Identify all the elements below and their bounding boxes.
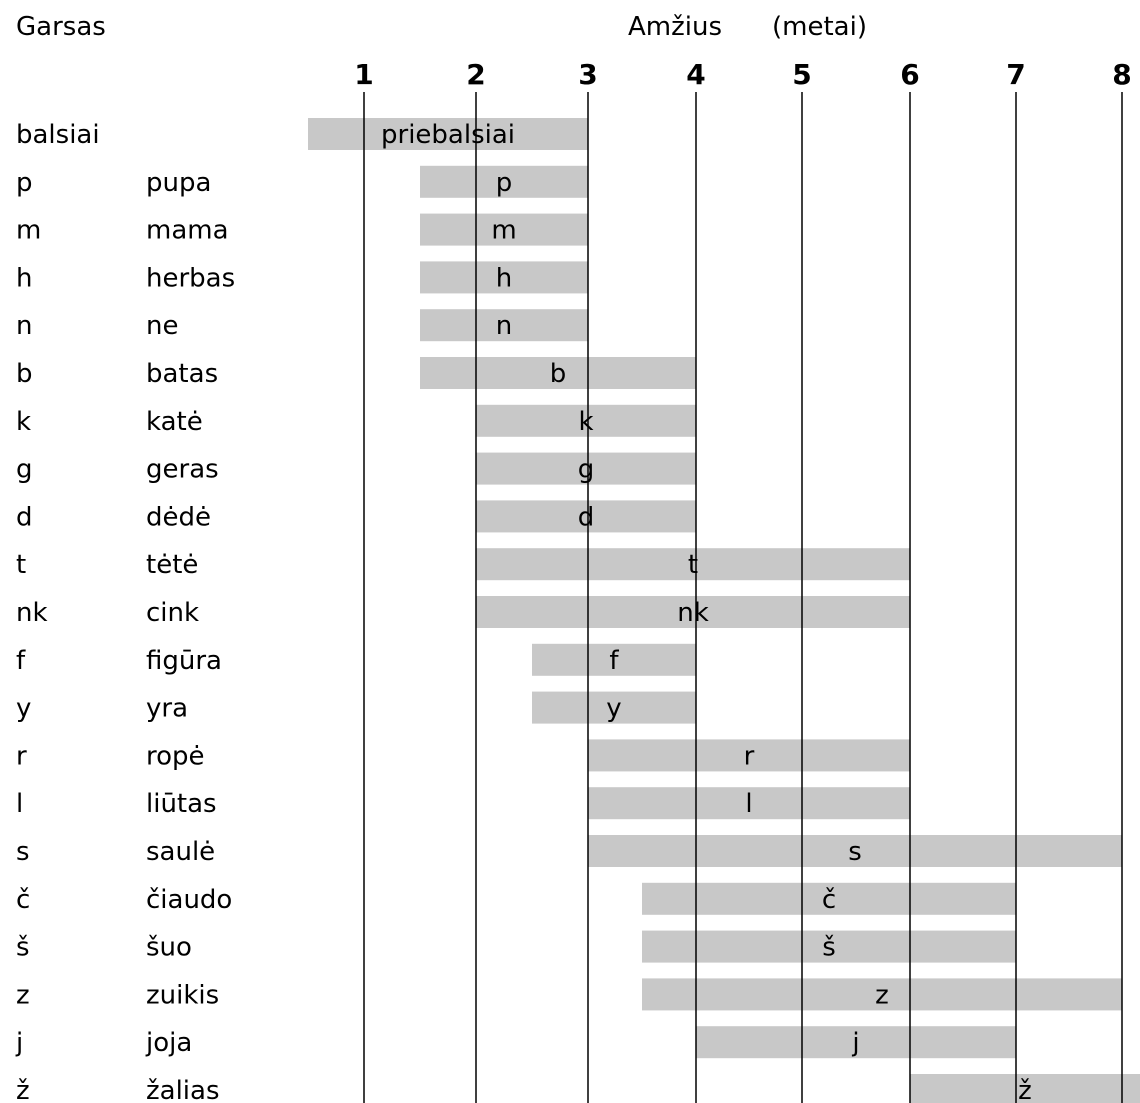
column-header-sound: Garsas — [16, 12, 106, 42]
bar-label-18: š — [822, 933, 836, 963]
sound-label-6: b — [16, 359, 33, 389]
bar-label-20: j — [851, 1028, 859, 1058]
word-label-16: saulė — [146, 837, 215, 867]
word-label-9: dėdė — [146, 502, 211, 532]
sound-label-13: y — [16, 694, 31, 724]
bar-2 — [420, 165, 588, 198]
bar-label-2: p — [496, 168, 513, 198]
axis-unit: (metai) — [772, 12, 867, 42]
bar-label-5: n — [496, 311, 512, 341]
tick-label-4: 4 — [686, 58, 705, 91]
word-label-20: joja — [145, 1028, 192, 1058]
sound-label-3: m — [16, 216, 41, 246]
bar-12 — [532, 643, 696, 676]
bar-label-19: z — [875, 980, 889, 1010]
bar-label-16: s — [848, 837, 862, 867]
sound-label-4: h — [16, 263, 32, 293]
bar-label-11: nk — [677, 598, 709, 628]
sound-label-1: balsiai — [16, 120, 100, 150]
sound-label-8: g — [16, 455, 33, 485]
bar-3 — [420, 213, 588, 246]
bar-label-17: č — [822, 885, 836, 915]
bar-21 — [910, 1074, 1140, 1103]
word-label-11: cink — [146, 598, 199, 628]
bar-6 — [420, 357, 696, 389]
word-label-21: žalias — [146, 1076, 220, 1103]
bar-1 — [308, 118, 588, 150]
sound-label-19: z — [16, 980, 30, 1010]
bar-label-13: y — [606, 694, 621, 724]
sound-label-9: d — [16, 502, 33, 532]
sound-label-5: n — [16, 311, 32, 341]
sound-label-16: s — [16, 837, 30, 867]
bar-20 — [696, 1026, 1016, 1059]
bar-19 — [642, 978, 1122, 1011]
bar-label-14: r — [744, 741, 755, 771]
word-label-7: katė — [146, 407, 203, 437]
sound-label-14: r — [16, 741, 27, 771]
word-label-12: figūra — [146, 646, 222, 676]
bar-4 — [420, 261, 588, 294]
word-label-17: čiaudo — [146, 885, 232, 915]
sound-label-20: j — [15, 1028, 23, 1058]
bar-label-10: t — [688, 550, 698, 580]
sound-label-15: l — [16, 789, 23, 819]
sound-label-10: t — [16, 550, 26, 580]
sound-label-11: nk — [16, 598, 48, 628]
tick-label-5: 5 — [792, 58, 811, 91]
bar-label-12: f — [609, 646, 619, 676]
word-label-3: mama — [146, 216, 229, 246]
sound-label-7: k — [16, 407, 31, 437]
bar-5 — [420, 309, 588, 342]
bar-label-7: k — [578, 407, 593, 437]
sound-label-21: ž — [16, 1076, 30, 1103]
bar-label-4: h — [496, 263, 512, 293]
bar-9 — [476, 500, 696, 533]
bar-label-9: d — [578, 502, 595, 532]
word-label-4: herbas — [146, 263, 235, 293]
bar-15 — [588, 787, 910, 820]
bar-11 — [476, 596, 910, 628]
sound-label-12: f — [16, 646, 26, 676]
bar-13 — [532, 691, 696, 724]
bar-8 — [476, 452, 696, 485]
bar-7 — [476, 404, 696, 437]
word-label-19: zuikis — [146, 980, 219, 1010]
bar-14 — [588, 739, 910, 772]
tick-label-6: 6 — [900, 58, 919, 91]
bar-label-1: priebalsiai — [381, 120, 515, 150]
sound-label-17: č — [16, 885, 30, 915]
bar-label-6: b — [550, 359, 567, 389]
bar-label-21: ž — [1018, 1076, 1032, 1103]
word-label-18: šuo — [146, 933, 192, 963]
word-label-6: batas — [146, 359, 218, 389]
sound-label-18: š — [16, 933, 30, 963]
word-label-5: ne — [146, 311, 178, 341]
word-label-15: liūtas — [146, 789, 217, 819]
bar-label-15: l — [745, 789, 752, 819]
tick-label-7: 7 — [1006, 58, 1025, 91]
word-label-10: tėtė — [146, 550, 198, 580]
word-label-2: pupa — [146, 168, 211, 198]
tick-label-1: 1 — [354, 58, 373, 91]
sound-label-2: p — [16, 168, 33, 198]
axis-title: Amžius — [628, 12, 723, 42]
tick-label-2: 2 — [466, 58, 485, 91]
bar-label-8: g — [578, 455, 595, 485]
word-label-14: ropė — [146, 741, 205, 771]
bar-label-3: m — [491, 216, 516, 246]
bar-10 — [476, 548, 910, 581]
bar-16 — [588, 835, 1122, 867]
tick-label-8: 8 — [1112, 58, 1131, 91]
bar-18 — [642, 930, 1016, 963]
word-label-8: geras — [146, 455, 219, 485]
tick-label-3: 3 — [578, 58, 597, 91]
word-label-13: yra — [146, 694, 188, 724]
bar-17 — [642, 882, 1016, 915]
